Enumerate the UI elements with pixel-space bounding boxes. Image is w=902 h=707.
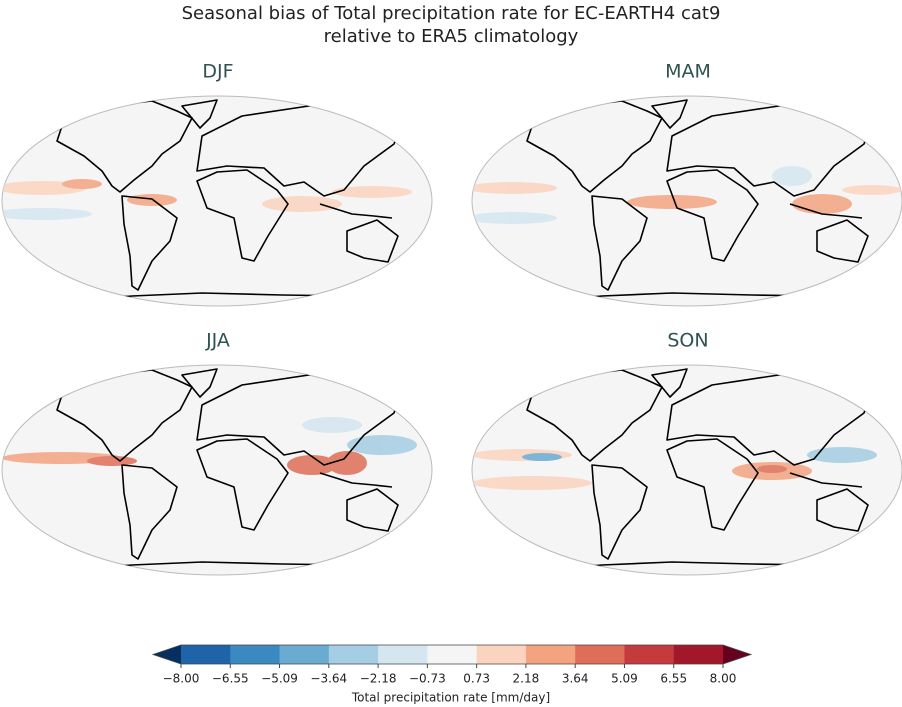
colorbar-segment bbox=[279, 645, 330, 664]
colorbar-label: Total precipitation rate [mm/day] bbox=[351, 691, 550, 705]
map-panel: DJF bbox=[1, 61, 433, 307]
panel-title: MAM bbox=[665, 61, 711, 83]
colorbar-segment bbox=[328, 645, 379, 664]
colorbar-tick-label: −2.18 bbox=[360, 672, 397, 686]
title-line: Seasonal bias of Total precipitation rat… bbox=[182, 3, 721, 24]
colorbar-tick-label: −5.09 bbox=[261, 672, 298, 686]
colorbar-tick-label: −8.00 bbox=[163, 672, 200, 686]
map-panel: SON bbox=[471, 330, 902, 576]
panel-title: SON bbox=[667, 330, 708, 352]
colorbar-segment bbox=[427, 645, 478, 664]
colorbar-tick-label: −6.55 bbox=[212, 672, 249, 686]
colorbar-tick-label: −3.64 bbox=[310, 672, 347, 686]
map-panel: JJA bbox=[1, 330, 433, 576]
colorbar-extend bbox=[723, 645, 751, 664]
colorbar-tick-label: −0.73 bbox=[409, 672, 446, 686]
colorbar-segment bbox=[525, 645, 576, 664]
panel-title: JJA bbox=[205, 330, 230, 352]
colorbar-segment bbox=[624, 645, 675, 664]
colorbar-tick-label: 3.64 bbox=[562, 672, 589, 686]
title-line: relative to ERA5 climatology bbox=[324, 26, 579, 47]
colorbar-segment bbox=[378, 645, 428, 664]
colorbar-tick-label: 2.18 bbox=[513, 672, 540, 686]
colorbar-segment bbox=[673, 645, 724, 664]
colorbar: −8.00 −6.55 −5.09 −3.64 −2.18 −0.73 0.73 2.18 3.… bbox=[151, 644, 753, 686]
colorbar-tick-label: 5.09 bbox=[611, 672, 638, 686]
colorbar-tick-label: 8.00 bbox=[710, 672, 737, 686]
colorbar-segment bbox=[230, 645, 281, 664]
panel-title: DJF bbox=[202, 61, 233, 83]
colorbar-segment bbox=[575, 645, 625, 664]
map-panel: MAM bbox=[471, 61, 902, 307]
colorbar-segment bbox=[476, 645, 527, 664]
colorbar-tick-label: 6.55 bbox=[660, 672, 687, 686]
colorbar-extend bbox=[153, 645, 181, 664]
colorbar-segment bbox=[181, 645, 231, 664]
colorbar-tick-label: 0.73 bbox=[463, 672, 490, 686]
